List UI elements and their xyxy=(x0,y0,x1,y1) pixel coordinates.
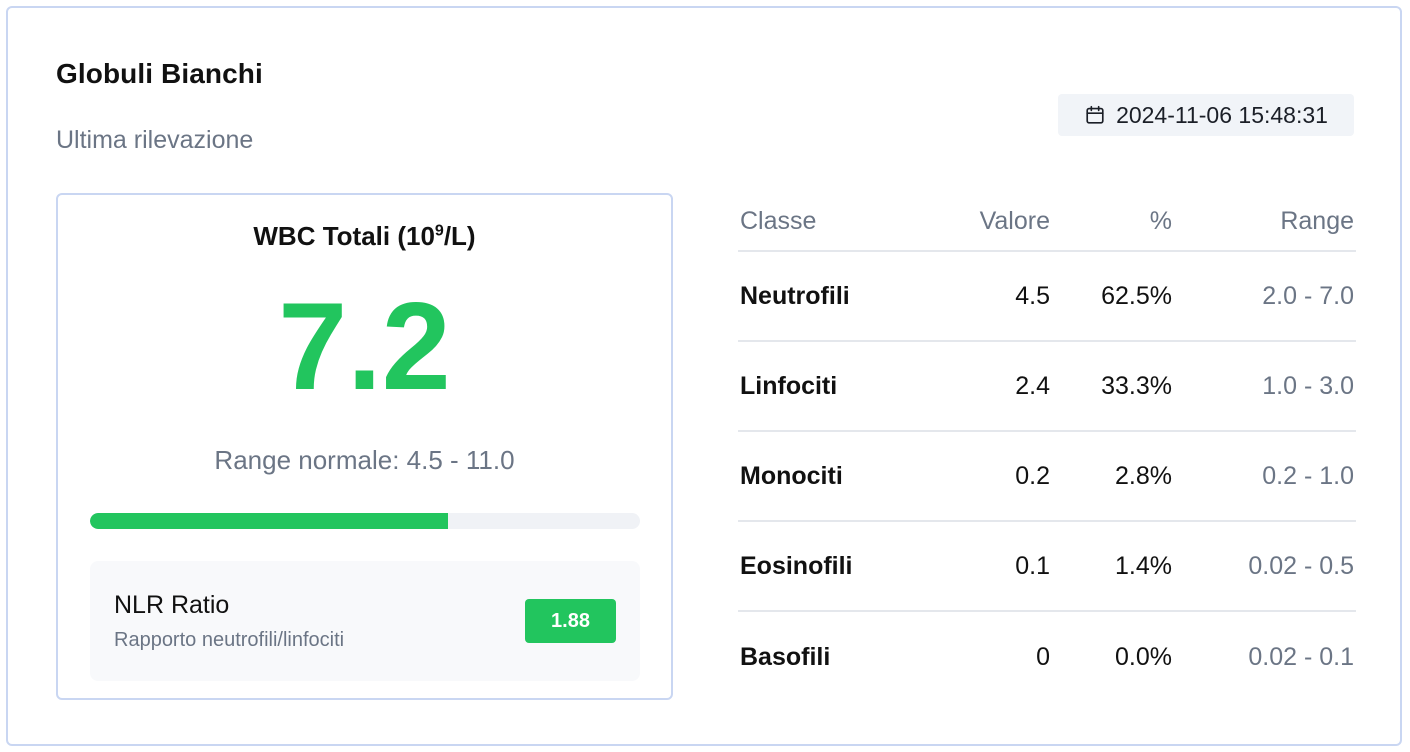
row-range: 0.02 - 0.1 xyxy=(1248,642,1354,671)
wbc-total-title: WBC Totali (109/L) xyxy=(58,221,671,252)
row-classe: Neutrofili xyxy=(740,281,850,310)
header-range: Range xyxy=(1280,206,1354,235)
wbc-progress-fill xyxy=(90,513,448,529)
row-range: 1.0 - 3.0 xyxy=(1262,371,1354,400)
wbc-total-panel: WBC Totali (109/L) 7.2 Range normale: 4.… xyxy=(56,193,673,700)
row-valore: 2.4 xyxy=(1015,371,1050,400)
row-valore: 0 xyxy=(1036,642,1050,671)
wbc-card: Globuli Bianchi Ultima rilevazione 2024-… xyxy=(6,6,1402,746)
nlr-label: NLR Ratio xyxy=(114,591,230,619)
wbc-title-suffix: /L) xyxy=(443,221,476,251)
timestamp-text: 2024-11-06 15:48:31 xyxy=(1116,101,1328,128)
row-percent: 62.5% xyxy=(1101,281,1172,310)
row-classe: Linfociti xyxy=(740,371,838,400)
wbc-normal-range: Range normale: 4.5 - 11.0 xyxy=(214,445,515,475)
wbc-differential-table: Classe Valore % Range Neutrofili 4.5 62.… xyxy=(738,192,1356,702)
row-percent: 0.0% xyxy=(1115,642,1172,671)
header-percent: % xyxy=(1149,206,1172,235)
wbc-total-value: 7.2 xyxy=(278,278,451,416)
nlr-value-badge: 1.88 xyxy=(525,599,616,643)
header-valore: Valore xyxy=(979,206,1050,235)
nlr-ratio-panel: NLR Ratio Rapporto neutrofili/linfociti … xyxy=(90,561,640,681)
row-valore: 0.1 xyxy=(1015,551,1050,580)
row-classe: Basofili xyxy=(740,642,831,671)
table-row: Basofili 0 0.0% 0.02 - 0.1 xyxy=(738,612,1356,702)
row-classe: Eosinofili xyxy=(740,551,853,580)
card-title: Globuli Bianchi xyxy=(56,58,263,89)
timestamp-badge: 2024-11-06 15:48:31 xyxy=(1058,94,1354,136)
row-percent: 33.3% xyxy=(1101,371,1172,400)
table-row: Eosinofili 0.1 1.4% 0.02 - 0.5 xyxy=(738,522,1356,612)
row-valore: 0.2 xyxy=(1015,461,1050,490)
row-percent: 2.8% xyxy=(1115,461,1172,490)
table-header-row: Classe Valore % Range xyxy=(738,192,1356,252)
row-range: 2.0 - 7.0 xyxy=(1262,281,1354,310)
table-row: Monociti 0.2 2.8% 0.2 - 1.0 xyxy=(738,432,1356,522)
table-row: Neutrofili 4.5 62.5% 2.0 - 7.0 xyxy=(738,252,1356,342)
header-classe: Classe xyxy=(740,206,817,235)
nlr-description: Rapporto neutrofili/linfociti xyxy=(114,629,345,651)
row-range: 0.2 - 1.0 xyxy=(1262,461,1354,490)
card-subtitle: Ultima rilevazione xyxy=(56,126,254,154)
wbc-progress-bar xyxy=(90,513,640,529)
row-range: 0.02 - 0.5 xyxy=(1248,551,1354,580)
wbc-title-exponent: 9 xyxy=(434,222,444,240)
wbc-title-prefix: WBC Totali (10 xyxy=(253,221,435,251)
table-row: Linfociti 2.4 33.3% 1.0 - 3.0 xyxy=(738,342,1356,432)
row-classe: Monociti xyxy=(740,461,843,490)
row-percent: 1.4% xyxy=(1115,551,1172,580)
row-valore: 4.5 xyxy=(1015,281,1050,310)
calendar-icon xyxy=(1086,105,1104,124)
